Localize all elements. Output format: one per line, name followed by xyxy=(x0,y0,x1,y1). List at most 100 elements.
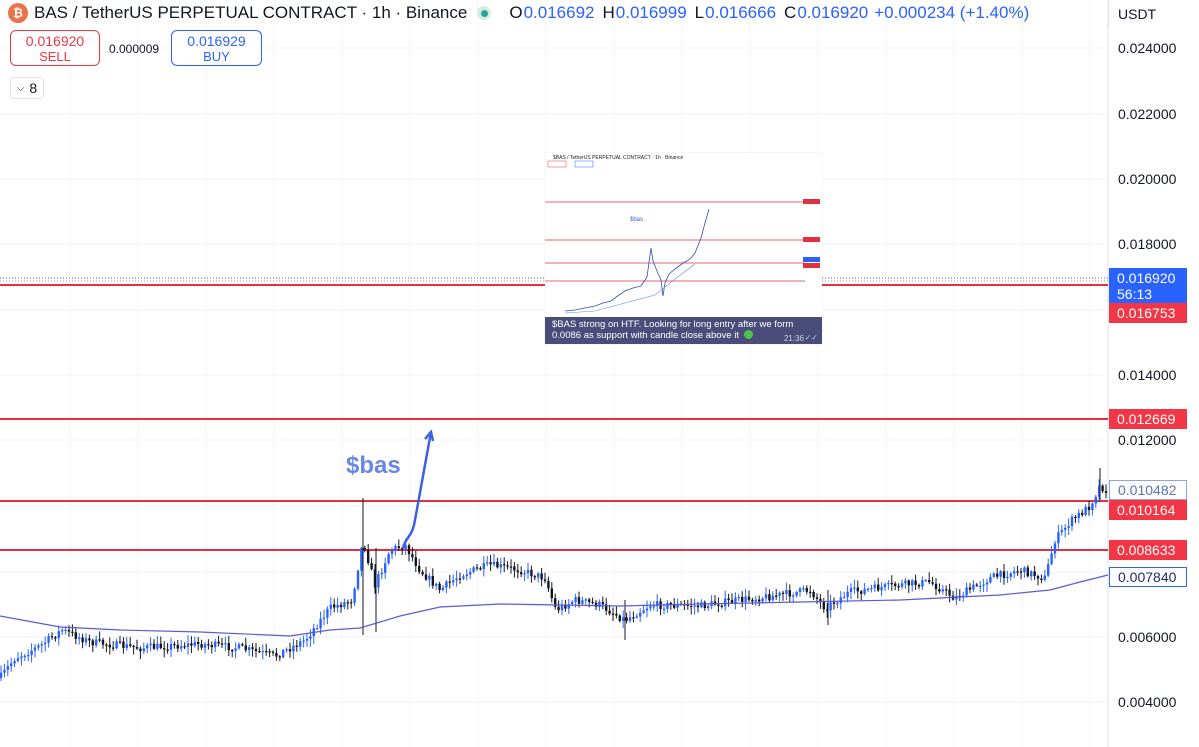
candle-body xyxy=(856,587,859,592)
candle-body xyxy=(424,574,428,580)
candle-body xyxy=(122,641,125,648)
candle-body xyxy=(472,567,475,572)
candle-body xyxy=(84,638,88,643)
candle-body xyxy=(1023,567,1026,573)
current-price-tag: 0.016920 56:13 xyxy=(1109,268,1187,304)
candle-body xyxy=(768,594,771,601)
ohlc-open-value: 0.016692 xyxy=(523,3,595,22)
candle-body xyxy=(547,580,550,589)
candle-body xyxy=(475,567,479,569)
candle-body xyxy=(435,583,438,586)
level-price-tag: 0.012669 xyxy=(1109,409,1187,429)
candle-body xyxy=(105,644,108,646)
indicators-count: 8 xyxy=(29,80,38,96)
candle-body xyxy=(928,580,931,583)
candle-body xyxy=(57,631,60,639)
candle-body xyxy=(377,574,380,588)
candle-body xyxy=(292,645,295,652)
candle-body xyxy=(880,587,883,591)
candle-body xyxy=(897,586,900,588)
buy-button[interactable]: 0.016929 BUY xyxy=(171,30,262,66)
candle-body xyxy=(217,641,220,644)
ohlc-high-value: 0.016999 xyxy=(615,3,687,22)
candle-body xyxy=(924,580,927,582)
candle-body xyxy=(982,584,985,586)
candle-body xyxy=(3,669,6,673)
candle-body xyxy=(608,610,611,614)
candle-body xyxy=(781,592,785,594)
candle-body xyxy=(159,643,162,649)
candle-body xyxy=(91,640,94,646)
candle-body xyxy=(662,608,666,610)
ohlc-close-value: 0.016920 xyxy=(797,3,869,22)
candle-body xyxy=(139,648,142,652)
candle-body xyxy=(54,637,57,639)
candle-body xyxy=(173,643,176,646)
candle-body xyxy=(972,584,975,590)
candle-body xyxy=(176,644,179,649)
candle-body xyxy=(458,578,462,580)
candle-body xyxy=(611,613,615,615)
candle-body xyxy=(431,576,434,586)
candle-body xyxy=(792,595,795,597)
candle-body xyxy=(220,643,224,645)
inset-chart xyxy=(545,160,820,314)
candle-body xyxy=(81,637,84,643)
candle-body xyxy=(557,606,560,611)
candle-body xyxy=(146,645,149,649)
currency-selector[interactable]: USDT xyxy=(1108,0,1196,28)
candle-body xyxy=(384,563,387,573)
candle-body xyxy=(1006,576,1009,579)
candle-body xyxy=(1036,576,1040,579)
ohlc-open-label: O xyxy=(509,3,523,22)
candle-body xyxy=(819,598,822,602)
symbol-title[interactable]: BAS / TetherUS PERPETUAL CONTRACT · 1h ·… xyxy=(34,3,468,22)
candle-body xyxy=(1101,485,1104,492)
candle-body xyxy=(452,580,455,583)
candle-body xyxy=(237,644,241,649)
candle-body xyxy=(421,571,424,575)
candle-body xyxy=(462,576,465,579)
candle-body xyxy=(795,592,798,596)
ohlc-high-label: H xyxy=(602,3,615,22)
candle-body xyxy=(567,604,570,609)
candle-body xyxy=(761,598,764,602)
candle-body xyxy=(414,557,417,566)
candle-body xyxy=(1043,575,1046,580)
candle-body xyxy=(829,602,832,611)
market-status-icon[interactable] xyxy=(477,6,492,20)
chart-grid xyxy=(0,0,1109,747)
candle-body xyxy=(584,599,587,601)
annotation-text[interactable]: $bas xyxy=(346,452,401,479)
candle-body xyxy=(390,550,394,554)
candle-body xyxy=(931,582,934,584)
candle-body xyxy=(16,658,20,661)
candle-body xyxy=(537,573,540,578)
candle-body xyxy=(873,584,876,588)
candle-body xyxy=(635,616,638,618)
sell-label: SELL xyxy=(39,49,71,64)
candle-body xyxy=(900,583,904,587)
indicators-toggle-button[interactable]: ⌵ 8 xyxy=(10,77,44,99)
candle-body xyxy=(180,646,183,649)
candle-body xyxy=(696,605,700,608)
candle-body xyxy=(904,580,907,584)
sell-button[interactable]: 0.016920 SELL xyxy=(10,30,100,66)
candle-body xyxy=(1067,526,1070,528)
annotation-arrow-head xyxy=(424,429,435,442)
candle-body xyxy=(669,602,672,605)
candle-body xyxy=(996,573,999,577)
candle-body xyxy=(37,645,40,648)
candle-body xyxy=(734,597,737,603)
candle-body xyxy=(373,569,377,588)
candle-body xyxy=(744,596,747,602)
candle-body xyxy=(78,637,81,639)
candle-body xyxy=(632,617,635,619)
spread-value: 0.000009 xyxy=(109,42,160,56)
candle-body xyxy=(244,645,247,651)
candle-body xyxy=(407,545,411,555)
candle-body xyxy=(169,643,173,650)
candle-body xyxy=(826,609,829,611)
candle-body xyxy=(975,584,978,586)
